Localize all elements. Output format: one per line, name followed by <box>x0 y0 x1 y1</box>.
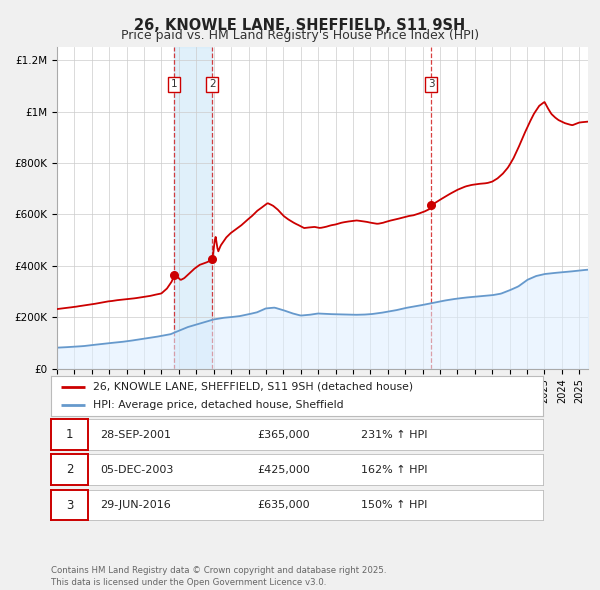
Text: Contains HM Land Registry data © Crown copyright and database right 2025.
This d: Contains HM Land Registry data © Crown c… <box>51 566 386 587</box>
Text: 162% ↑ HPI: 162% ↑ HPI <box>361 465 427 474</box>
Text: 150% ↑ HPI: 150% ↑ HPI <box>361 500 427 510</box>
Text: £365,000: £365,000 <box>257 430 310 440</box>
Text: 1: 1 <box>66 428 73 441</box>
Text: 2: 2 <box>209 79 215 89</box>
Text: 26, KNOWLE LANE, SHEFFIELD, S11 9SH (detached house): 26, KNOWLE LANE, SHEFFIELD, S11 9SH (det… <box>93 382 413 392</box>
Text: £425,000: £425,000 <box>257 465 311 474</box>
Text: £635,000: £635,000 <box>257 500 310 510</box>
Text: 26, KNOWLE LANE, SHEFFIELD, S11 9SH: 26, KNOWLE LANE, SHEFFIELD, S11 9SH <box>134 18 466 32</box>
Bar <box>175 47 212 369</box>
Text: 29-JUN-2016: 29-JUN-2016 <box>100 500 171 510</box>
Text: Price paid vs. HM Land Registry's House Price Index (HPI): Price paid vs. HM Land Registry's House … <box>121 30 479 42</box>
Text: 1: 1 <box>171 79 178 89</box>
Text: 3: 3 <box>66 499 73 512</box>
Text: HPI: Average price, detached house, Sheffield: HPI: Average price, detached house, Shef… <box>93 400 343 410</box>
Text: 3: 3 <box>428 79 434 89</box>
Text: 231% ↑ HPI: 231% ↑ HPI <box>361 430 427 440</box>
Text: 05-DEC-2003: 05-DEC-2003 <box>100 465 173 474</box>
Text: 2: 2 <box>66 463 73 476</box>
Text: 28-SEP-2001: 28-SEP-2001 <box>100 430 171 440</box>
